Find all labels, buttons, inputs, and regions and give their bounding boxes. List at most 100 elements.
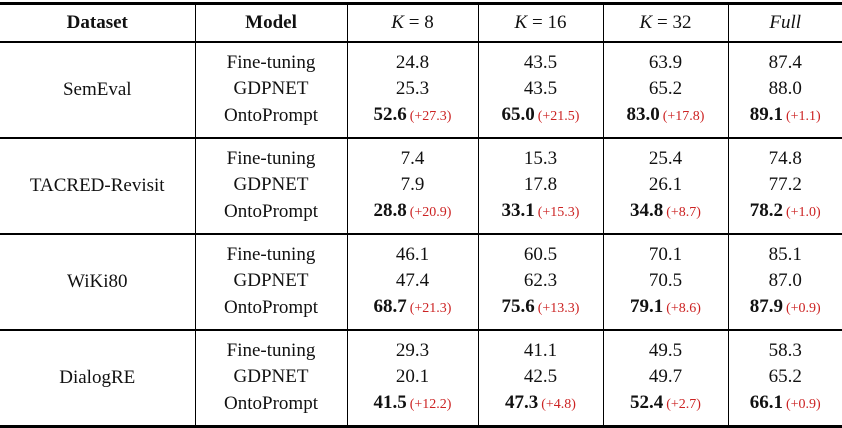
score-cell: 42.5 bbox=[477, 363, 603, 390]
model-cell: GDPNET bbox=[194, 267, 347, 294]
score-cell: 87.4 bbox=[727, 41, 842, 76]
score-value: 68.7 bbox=[373, 295, 407, 317]
model-cell: OntoPrompt bbox=[194, 389, 347, 426]
score-cell: 7.4 bbox=[346, 137, 478, 172]
column-header-k32: K = 32 bbox=[602, 3, 728, 42]
score-cell: 25.4 bbox=[602, 137, 728, 172]
score-cell: 83.0 (+17.8) bbox=[602, 101, 728, 138]
table-header: Dataset Model K = 8 K = 16 K = 32 Full bbox=[0, 3, 842, 42]
score-cell: 33.1 (+15.3) bbox=[477, 197, 603, 234]
score-cell: 79.1 (+8.6) bbox=[602, 293, 728, 330]
score-cell: 65.2 bbox=[727, 363, 842, 390]
score-cell: 65.0 (+21.5) bbox=[477, 101, 603, 138]
header-row: Dataset Model K = 8 K = 16 K = 32 Full bbox=[0, 3, 842, 42]
score-cell: 49.5 bbox=[602, 329, 728, 364]
score-delta: (+4.8) bbox=[541, 396, 576, 412]
score-cell: 87.9 (+0.9) bbox=[727, 293, 842, 330]
dataset-cell: SemEval bbox=[62, 78, 132, 100]
k-value: = 32 bbox=[652, 11, 692, 33]
table-row: GDPNET 20.1 42.5 49.7 65.2 bbox=[0, 363, 842, 390]
score-value: 78.2 bbox=[749, 199, 783, 221]
model-cell: OntoPrompt bbox=[194, 293, 347, 330]
score-cell: 66.1 (+0.9) bbox=[727, 389, 842, 426]
score-cell: 24.8 bbox=[346, 41, 478, 76]
score-cell: 15.3 bbox=[477, 137, 603, 172]
table-row: OntoPrompt 68.7 (+21.3) 75.6 (+13.3) 79.1(… bbox=[0, 293, 842, 330]
score-delta: (+1.1) bbox=[786, 108, 821, 124]
score-delta: (+8.6) bbox=[666, 300, 701, 316]
score-delta: (+0.9) bbox=[786, 300, 821, 316]
score-cell: 41.5 (+12.2) bbox=[346, 389, 478, 426]
score-cell: 34.8 (+8.7) bbox=[602, 197, 728, 234]
model-cell: Fine-tuning bbox=[194, 233, 347, 268]
dataset-group-dialogre: DialogRE Fine-tuning 29.3 41.1 49.5 58.3… bbox=[0, 329, 842, 426]
score-value: 83.0 bbox=[626, 103, 660, 125]
score-value: 34.8 bbox=[630, 199, 664, 221]
score-delta: (+27.3) bbox=[409, 108, 452, 124]
score-cell: 25.3 bbox=[346, 75, 478, 102]
score-delta: (+0.9) bbox=[786, 396, 821, 412]
score-cell: 68.7 (+21.3) bbox=[346, 293, 478, 330]
dataset-group-tacred-revisit: TACRED-Revisit Fine-tuning 7.4 15.3 25.4… bbox=[0, 137, 842, 234]
score-value: 79.1 bbox=[630, 295, 664, 317]
column-header-full: Full bbox=[727, 3, 842, 42]
score-cell: 28.8 (+20.9) bbox=[346, 197, 478, 234]
score-cell: 87.0 bbox=[727, 267, 842, 294]
model-cell: Fine-tuning bbox=[194, 41, 347, 76]
score-delta: (+20.9) bbox=[409, 204, 452, 220]
column-header-k8: K = 8 bbox=[346, 3, 478, 42]
score-delta: (+21.5) bbox=[537, 108, 580, 124]
score-value: 87.9 bbox=[749, 295, 783, 317]
score-cell: 20.1 bbox=[346, 363, 478, 390]
score-cell: 49.7 bbox=[602, 363, 728, 390]
score-cell: 77.2 bbox=[727, 171, 842, 198]
score-value: 52.6 bbox=[373, 103, 407, 125]
score-cell: 7.9 bbox=[346, 171, 478, 198]
score-cell: 43.5 bbox=[477, 75, 603, 102]
score-cell: 63.9 bbox=[602, 41, 728, 76]
table-row: OntoPrompt 52.6 (+27.3) 65.0 (+21.5) 83.0(… bbox=[0, 101, 842, 138]
model-cell: OntoPrompt bbox=[194, 197, 347, 234]
score-value: 75.6 bbox=[501, 295, 535, 317]
column-header-model: Model bbox=[194, 3, 347, 42]
dataset-cell: TACRED-Revisit bbox=[29, 174, 165, 196]
score-cell: 58.3 bbox=[727, 329, 842, 364]
score-cell: 47.4 bbox=[346, 267, 478, 294]
model-cell: GDPNET bbox=[194, 75, 347, 102]
score-delta: (+21.3) bbox=[409, 300, 452, 316]
table-row: SemEval Fine-tuning 24.8 43.5 63.9 87.4 bbox=[0, 41, 842, 100]
model-cell: OntoPrompt bbox=[194, 101, 347, 138]
score-delta: (+13.3) bbox=[537, 300, 580, 316]
score-value: 33.1 bbox=[501, 199, 535, 221]
table-row: WiKi80 Fine-tuning 46.1 60.5 70.1 85.1 bbox=[0, 233, 842, 292]
score-delta: (+12.2) bbox=[409, 396, 452, 412]
table-row: TACRED-Revisit Fine-tuning 7.4 15.3 25.4… bbox=[0, 137, 842, 196]
score-value: 89.1 bbox=[749, 103, 783, 125]
score-cell: 43.5 bbox=[477, 41, 603, 76]
score-delta: (+8.7) bbox=[666, 204, 701, 220]
score-cell: 29.3 bbox=[346, 329, 478, 364]
score-cell: 74.8 bbox=[727, 137, 842, 172]
score-delta: (+15.3) bbox=[537, 204, 580, 220]
k-value: = 16 bbox=[527, 11, 567, 33]
score-cell: 65.2 bbox=[602, 75, 728, 102]
score-cell: 47.3 (+4.8) bbox=[477, 389, 603, 426]
score-delta: (+1.0) bbox=[786, 204, 821, 220]
dataset-cell: WiKi80 bbox=[67, 270, 128, 292]
score-cell: 78.2 (+1.0) bbox=[727, 197, 842, 234]
score-cell: 46.1 bbox=[346, 233, 478, 268]
score-cell: 89.1 (+1.1) bbox=[727, 101, 842, 138]
column-header-dataset: Dataset bbox=[66, 11, 128, 33]
k-symbol: K bbox=[639, 11, 653, 33]
score-cell: 75.6 (+13.3) bbox=[477, 293, 603, 330]
model-cell: GDPNET bbox=[194, 363, 347, 390]
score-cell: 52.6 (+27.3) bbox=[346, 101, 478, 138]
table-row: GDPNET 47.4 62.3 70.5 87.0 bbox=[0, 267, 842, 294]
score-cell: 70.5 bbox=[602, 267, 728, 294]
dataset-group-wiki80: WiKi80 Fine-tuning 46.1 60.5 70.1 85.1 G… bbox=[0, 233, 842, 330]
table-row: DialogRE Fine-tuning 29.3 41.1 49.5 58.3 bbox=[0, 329, 842, 388]
table-row: GDPNET 25.3 43.5 65.2 88.0 bbox=[0, 75, 842, 102]
score-cell: 41.1 bbox=[477, 329, 603, 364]
table-row: GDPNET 7.9 17.8 26.1 77.2 bbox=[0, 171, 842, 198]
score-value: 47.3 bbox=[505, 391, 539, 413]
